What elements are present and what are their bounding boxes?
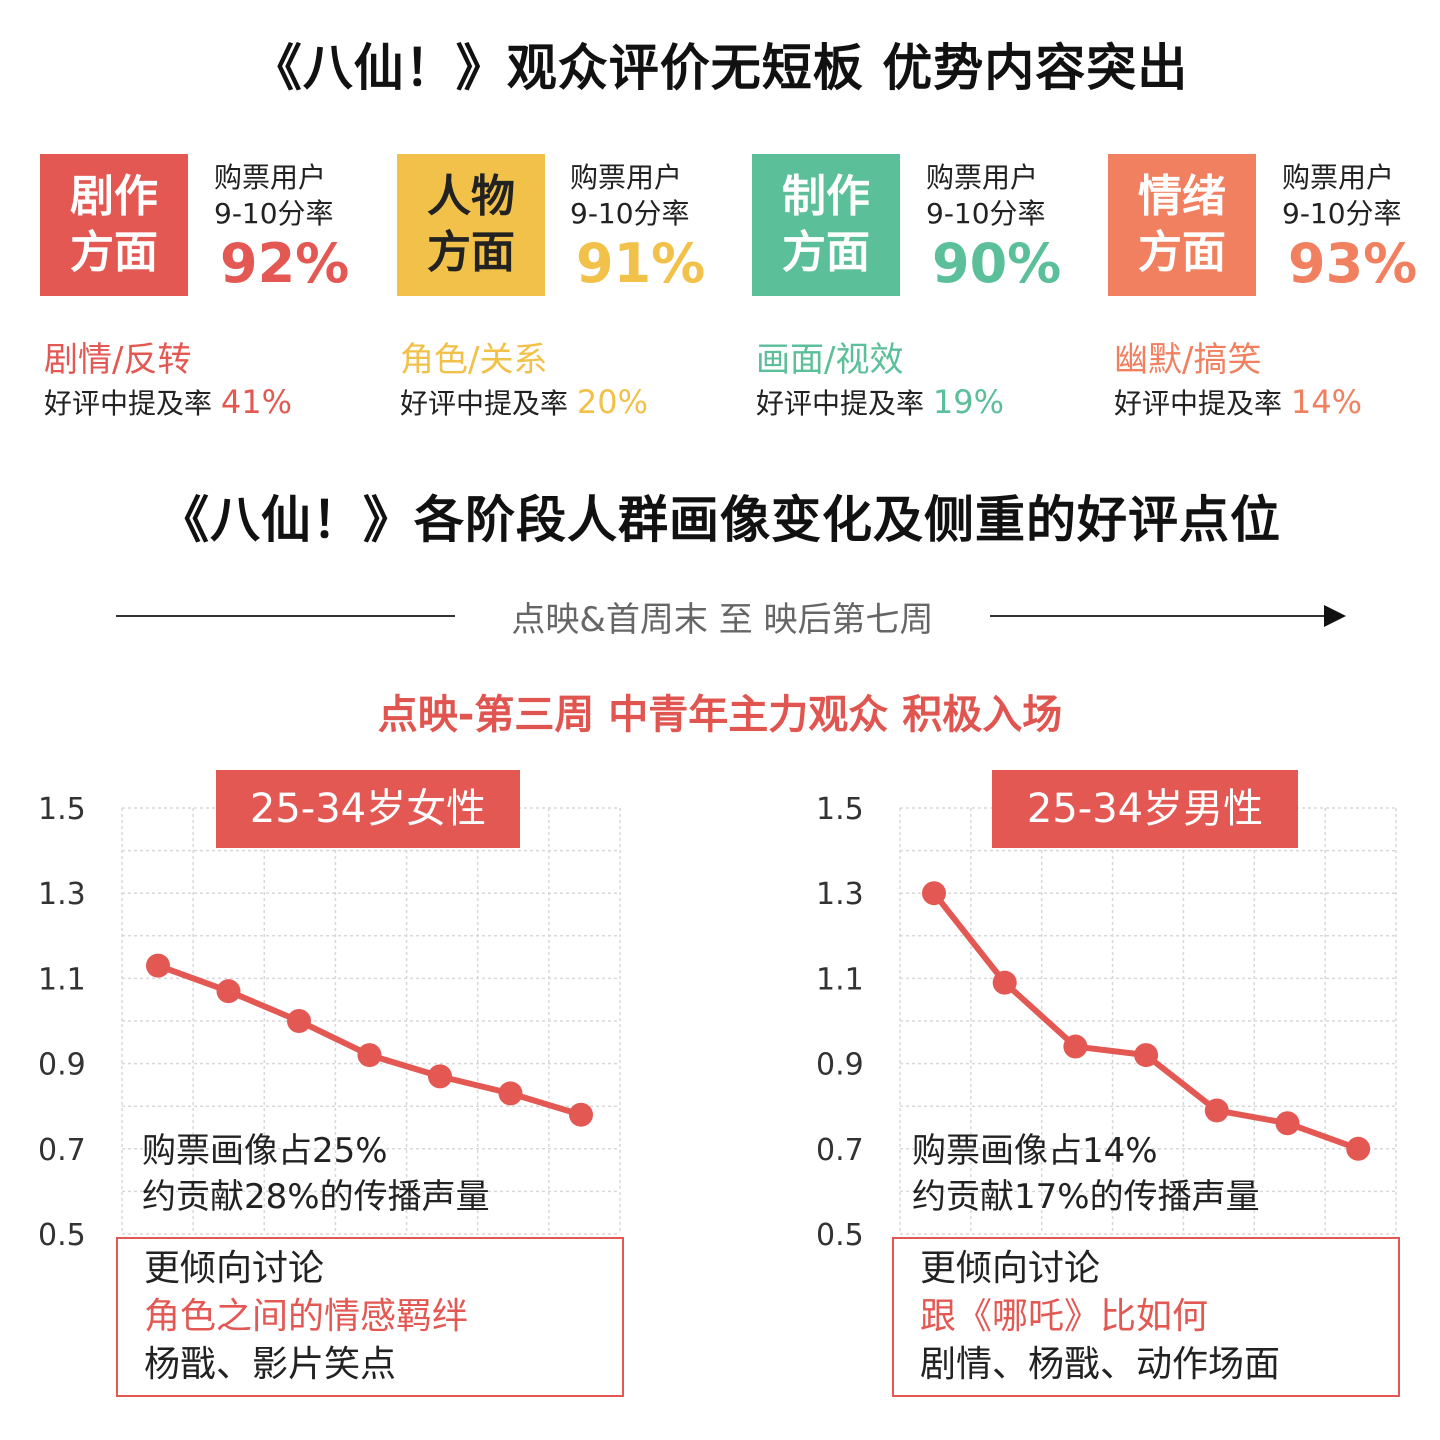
- timeline: 点映&首周末 至 映后第七周: [110, 584, 1360, 644]
- y-tick-label: 0.7: [816, 1133, 864, 1168]
- data-point: [1063, 1034, 1088, 1059]
- data-point: [146, 953, 170, 978]
- data-point: [498, 1081, 523, 1106]
- chart-male: 1.5 1.3 1.1 0.9 0.7 0.5 25-34岁男性 购票画像占14% 约贡献…: [720, 770, 1440, 1430]
- category-character: 角色/关系: [400, 340, 548, 380]
- card-box-line1: 人物: [427, 171, 515, 222]
- y-tick-label: 0.9: [38, 1048, 86, 1083]
- y-tick-label: 1.1: [38, 962, 86, 997]
- category-script: 剧情/反转: [44, 340, 192, 380]
- card-label-emotion: 购票用户 9-10分率: [1282, 160, 1402, 232]
- data-point: [1346, 1136, 1371, 1161]
- mention-label: 好评中提及率: [400, 387, 569, 420]
- y-tick-label: 1.3: [38, 877, 86, 912]
- card-percent-character: 91%: [576, 232, 706, 295]
- chart-title: 25-34岁女性: [216, 770, 520, 848]
- y-tick-label: 1.3: [816, 877, 864, 912]
- mention-value: 14%: [1290, 383, 1363, 421]
- mention-script: 好评中提及率 41%: [44, 382, 292, 422]
- y-tick-label: 1.1: [816, 962, 864, 997]
- data-point: [1275, 1111, 1300, 1136]
- mention-character: 好评中提及率 20%: [400, 382, 648, 422]
- category-emotion: 幽默/搞笑: [1114, 340, 1262, 380]
- stage-label: 点映-第三周 中青年主力观众 积极入场: [377, 692, 1063, 738]
- card-box-character: 人物 方面: [397, 154, 545, 296]
- card-label-line1: 购票用户: [214, 161, 327, 194]
- card-box-production: 制作 方面: [752, 154, 900, 296]
- card-box-line1: 制作: [782, 171, 870, 222]
- data-point: [922, 881, 946, 906]
- mention-value: 19%: [932, 383, 1005, 421]
- card-box-line1: 剧作: [70, 171, 158, 222]
- mention-label: 好评中提及率: [756, 387, 925, 420]
- focus-box: 更倾向讨论 跟《哪吒》比如何 剧情、杨戬、动作场面: [892, 1237, 1400, 1397]
- chart-stat: 购票画像占25% 约贡献28%的传播声量: [142, 1128, 490, 1220]
- card-percent-script: 92%: [220, 232, 350, 295]
- card-percent-emotion: 93%: [1288, 232, 1418, 295]
- focus-line3: 剧情、杨戬、动作场面: [920, 1344, 1281, 1385]
- y-tick-label: 0.5: [38, 1218, 86, 1253]
- chart-female-plot: 1.5 1.3 1.1 0.9 0.7 0.5: [38, 792, 621, 1253]
- data-point: [1204, 1098, 1229, 1123]
- focus-box: 更倾向讨论 角色之间的情感羁绊 杨戬、影片笑点: [116, 1237, 624, 1397]
- card-label-production: 购票用户 9-10分率: [926, 160, 1046, 232]
- y-tick-label: 0.9: [816, 1048, 864, 1083]
- card-label-character: 购票用户 9-10分率: [570, 160, 690, 232]
- stat-line2: 约贡献28%的传播声量: [142, 1177, 490, 1217]
- chart-male-plot: 1.5 1.3 1.1 0.9 0.7 0.5: [816, 792, 1397, 1253]
- category-production: 画面/视效: [756, 340, 904, 380]
- card-box-emotion: 情绪 方面: [1108, 154, 1256, 296]
- card-label-line1: 购票用户: [926, 161, 1039, 194]
- mention-value: 20%: [576, 383, 649, 421]
- mention-label: 好评中提及率: [1114, 387, 1283, 420]
- mention-production: 好评中提及率 19%: [756, 382, 1004, 422]
- data-point: [357, 1043, 382, 1068]
- focus-line1: 更倾向讨论: [920, 1248, 1101, 1289]
- card-box-line2: 方面: [1138, 227, 1226, 278]
- focus-line2: 跟《哪吒》比如何: [920, 1296, 1209, 1337]
- card-label-line2: 9-10分率: [1282, 197, 1402, 230]
- y-tick-label: 1.5: [816, 792, 864, 827]
- card-box-line2: 方面: [427, 227, 515, 278]
- card-box-line2: 方面: [70, 227, 158, 278]
- mention-value: 41%: [220, 383, 293, 421]
- focus-line2: 角色之间的情感羁绊: [144, 1296, 469, 1337]
- data-point: [287, 1009, 311, 1033]
- stat-line1: 购票画像占25%: [142, 1131, 388, 1171]
- card-box-line1: 情绪: [1138, 171, 1226, 222]
- data-point: [428, 1064, 452, 1089]
- bottom-title: 《八仙！》各阶段人群画像变化及侧重的好评点位: [159, 491, 1281, 549]
- chart-stat: 购票画像占14% 约贡献17%的传播声量: [912, 1128, 1260, 1220]
- card-label-line1: 购票用户: [570, 161, 683, 194]
- data-point: [992, 970, 1017, 995]
- y-tick-label: 1.5: [38, 792, 86, 827]
- timeline-label: 点映&首周末 至 映后第七周: [511, 600, 934, 640]
- card-box-line2: 方面: [782, 227, 870, 278]
- mention-label: 好评中提及率: [44, 387, 213, 420]
- data-point: [216, 979, 241, 1004]
- arrow-head-icon: [1324, 605, 1346, 627]
- y-tick-label: 0.7: [38, 1133, 86, 1168]
- top-title: 《八仙！》观众评价无短板 优势内容突出: [251, 39, 1189, 97]
- focus-line3: 杨戬、影片笑点: [144, 1344, 397, 1385]
- y-tick-label: 0.5: [816, 1218, 864, 1253]
- data-point: [1134, 1043, 1159, 1068]
- card-label-line2: 9-10分率: [926, 197, 1046, 230]
- card-percent-production: 90%: [932, 232, 1062, 295]
- focus-line1: 更倾向讨论: [144, 1248, 325, 1289]
- chart-title: 25-34岁男性: [992, 770, 1298, 848]
- mention-emotion: 好评中提及率 14%: [1114, 382, 1362, 422]
- card-label-line2: 9-10分率: [214, 197, 334, 230]
- stat-line2: 约贡献17%的传播声量: [912, 1177, 1260, 1217]
- card-label-script: 购票用户 9-10分率: [214, 160, 334, 232]
- card-label-line2: 9-10分率: [570, 197, 690, 230]
- stat-line1: 购票画像占14%: [912, 1131, 1158, 1171]
- card-box-script: 剧作 方面: [40, 154, 188, 296]
- data-point: [569, 1102, 593, 1127]
- chart-female: 1.5 1.3 1.1 0.9 0.7 0.5 25-34岁女性 购票画像占25% 约贡献…: [0, 770, 720, 1430]
- card-label-line1: 购票用户: [1282, 161, 1395, 194]
- timeline-arrow: [116, 605, 1346, 627]
